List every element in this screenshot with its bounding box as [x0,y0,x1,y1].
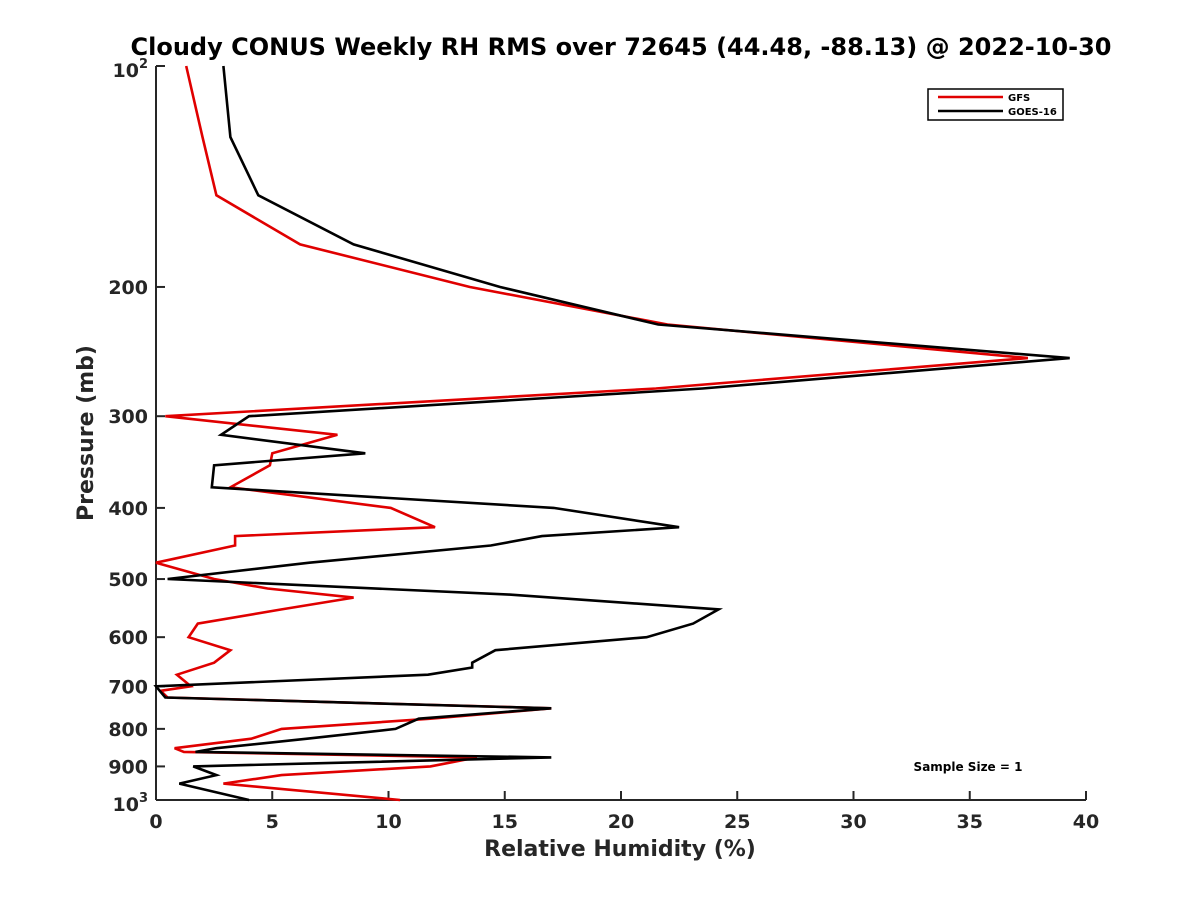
x-tick-label: 30 [840,811,866,833]
y-tick-label: 500 [108,569,148,591]
y-tick-label: 103 [113,791,149,816]
series-line-gfs [155,65,1029,802]
x-axis-label: Relative Humidity (%) [484,837,756,862]
y-tick-label: 900 [108,756,148,778]
sample-size-annotation: Sample Size = 1 [914,760,1023,774]
y-tick-label: 102 [113,57,149,82]
legend: GFS GOES-16 [927,88,1064,121]
x-tick-label: 35 [957,811,983,833]
y-tick-label: 400 [108,498,148,520]
x-tick-label: 10 [375,811,401,833]
legend-label-goes16: GOES-16 [1008,107,1057,118]
y-tick-label: 600 [108,627,148,649]
x-tick-label: 5 [266,811,279,833]
y-tick-label: 800 [108,719,148,741]
x-tick-label: 40 [1073,811,1099,833]
x-tick-label: 20 [608,811,634,833]
series-line-goes16 [153,65,1070,802]
x-tick-label: 15 [492,811,518,833]
y-tick-label: 700 [108,676,148,698]
legend-label-gfs: GFS [1008,93,1030,104]
chart-title: Cloudy CONUS Weekly RH RMS over 72645 (4… [131,33,1112,61]
y-tick-label: 200 [108,277,148,299]
plot-area [156,66,1086,800]
y-axis-label: Pressure (mb) [74,345,99,521]
series-layer [153,65,1070,802]
x-axis: 0 5 10 15 20 25 30 35 40 [149,791,1099,833]
x-tick-label: 0 [149,811,162,833]
legend-box [927,88,1064,121]
y-axis: 102 200 300 400 500 600 700 800 900 103 [108,57,165,816]
x-tick-label: 25 [724,811,750,833]
y-tick-label: 300 [108,406,148,428]
